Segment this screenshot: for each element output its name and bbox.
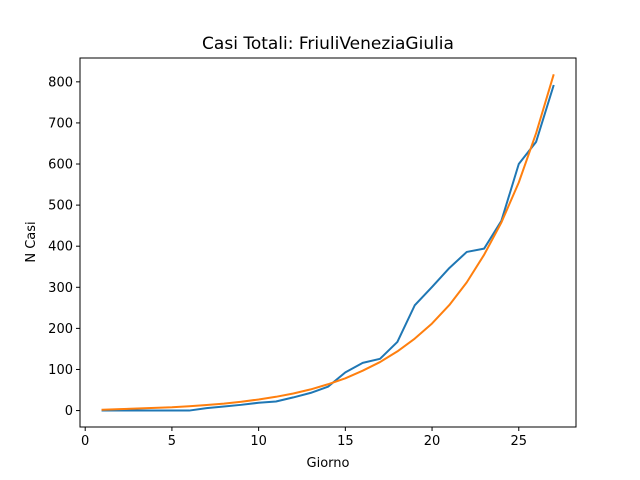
y-axis-label: N Casi bbox=[24, 221, 39, 262]
y-tick-label: 100 bbox=[48, 363, 73, 378]
y-tick-label: 400 bbox=[48, 240, 73, 255]
series-line-2 bbox=[101, 74, 555, 411]
x-axis-label: Giorno bbox=[307, 456, 350, 471]
y-tick-label: 300 bbox=[48, 281, 73, 296]
y-tick-label: 0 bbox=[65, 404, 73, 419]
y-tick-label: 200 bbox=[48, 322, 73, 337]
y-tick-label: 600 bbox=[48, 158, 73, 173]
x-axis-ticks: 0 5 10 15 20 25 bbox=[81, 427, 527, 449]
series-layer bbox=[101, 74, 555, 412]
x-tick-label: 0 bbox=[81, 434, 89, 449]
plot-frame bbox=[79, 57, 577, 428]
y-tick-label: 500 bbox=[48, 199, 73, 214]
x-tick-label: 5 bbox=[168, 434, 176, 449]
chart-title: Casi Totali: FriuliVeneziaGiulia bbox=[202, 34, 454, 54]
y-tick-label: 700 bbox=[48, 116, 73, 131]
x-tick-label: 10 bbox=[250, 434, 267, 449]
y-tick-label: 800 bbox=[48, 75, 73, 90]
x-tick-label: 15 bbox=[337, 434, 354, 449]
series-line-1 bbox=[101, 84, 555, 412]
x-tick-label: 25 bbox=[510, 434, 527, 449]
y-axis-ticks: 0 100 200 300 400 500 600 700 800 bbox=[48, 75, 80, 419]
x-tick-label: 20 bbox=[424, 434, 441, 449]
